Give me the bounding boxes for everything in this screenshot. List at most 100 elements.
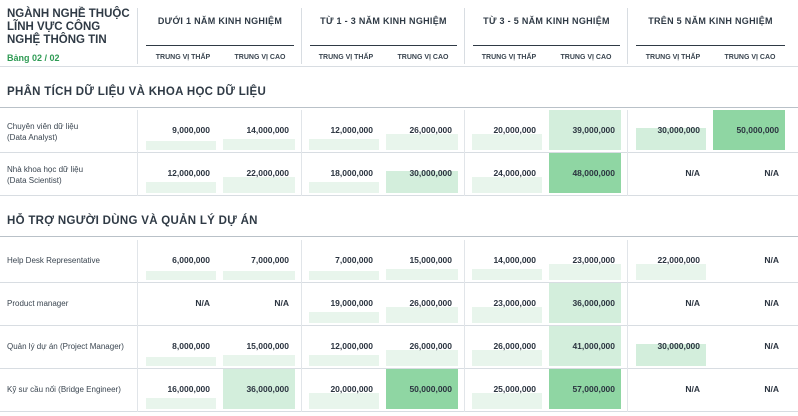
section-divider [0, 236, 798, 237]
salary-cell: 16,000,000 [146, 369, 220, 409]
cell-value: 26,000,000 [493, 341, 536, 351]
subheader-high: TRUNG VỊ CAO [234, 54, 286, 61]
cell-value: 7,000,000 [251, 255, 289, 265]
salary-cell: 48,000,000 [549, 153, 625, 193]
cell-shade [386, 269, 458, 280]
header-divider [0, 66, 798, 67]
salary-cell: 15,000,000 [223, 326, 299, 366]
cell-value: 6,000,000 [172, 255, 210, 265]
cell-value: 23,000,000 [572, 255, 615, 265]
cell-shade [549, 326, 621, 366]
salary-cell: 12,000,000 [309, 326, 383, 366]
cell-shade [309, 393, 379, 409]
cell-shade [636, 128, 706, 150]
salary-cell: 20,000,000 [309, 369, 383, 409]
cell-value: 30,000,000 [657, 125, 700, 135]
salary-cell: N/A [636, 283, 710, 323]
cell-value: 26,000,000 [409, 298, 452, 308]
section-divider [0, 107, 798, 108]
cell-shade [549, 283, 621, 323]
cell-value: 7,000,000 [335, 255, 373, 265]
row-label: Help Desk Representative [7, 255, 100, 266]
cell-value: 30,000,000 [657, 341, 700, 351]
table-title: NGÀNH NGHỀ THUỘC LĨNH VỰC CÔNG NGHỆ THÔN… [7, 8, 130, 46]
header-underline [473, 45, 620, 46]
subheader-high: TRUNG VỊ CAO [397, 54, 449, 61]
group-divider [301, 240, 302, 412]
salary-cell: 23,000,000 [549, 240, 625, 280]
group-divider [301, 110, 302, 196]
salary-cell: 57,000,000 [549, 369, 625, 409]
group-divider [137, 240, 138, 412]
row-label-line: Help Desk Representative [7, 256, 100, 265]
cell-value: 22,000,000 [246, 168, 289, 178]
row-divider [0, 152, 798, 153]
cell-shade [223, 369, 295, 409]
cell-shade [309, 139, 379, 150]
cell-shade [309, 355, 379, 366]
cell-value: 9,000,000 [172, 125, 210, 135]
cell-value: 26,000,000 [409, 125, 452, 135]
cell-value: N/A [685, 168, 700, 178]
salary-cell: N/A [713, 369, 789, 409]
row-label: Product manager [7, 298, 68, 309]
cell-value: N/A [764, 298, 779, 308]
group-divider [464, 110, 465, 196]
cell-value: 15,000,000 [409, 255, 452, 265]
group-divider [627, 240, 628, 412]
header-underline [146, 45, 294, 46]
salary-cell: 25,000,000 [472, 369, 546, 409]
row-divider [0, 368, 798, 369]
salary-cell: 14,000,000 [472, 240, 546, 280]
salary-cell: N/A [636, 369, 710, 409]
group-divider [137, 110, 138, 196]
cell-value: 8,000,000 [172, 341, 210, 351]
salary-cell: 26,000,000 [472, 326, 546, 366]
salary-cell: N/A [146, 283, 220, 323]
section-title: HỖ TRỢ NGƯỜI DÙNG VÀ QUẢN LÝ DỰ ÁN [7, 215, 258, 227]
row-label-line: (Data Analyst) [7, 133, 58, 142]
cell-shade [549, 264, 621, 280]
subheader-low: TRUNG VỊ THẤP [155, 54, 211, 61]
cell-value: 12,000,000 [330, 341, 373, 351]
cell-shade [636, 264, 706, 280]
cell-shade [472, 134, 542, 150]
row-divider [0, 411, 798, 412]
cell-value: 48,000,000 [572, 168, 615, 178]
cell-shade [636, 344, 706, 366]
row-label: Chuyên viên dữ liệu (Data Analyst) [7, 121, 78, 143]
cell-shade [223, 177, 295, 193]
cell-value: 19,000,000 [330, 298, 373, 308]
cell-value: 20,000,000 [330, 384, 373, 394]
row-label-line: Product manager [7, 299, 69, 308]
row-label-line: Chuyên viên dữ liệu [7, 122, 79, 131]
cell-value: 20,000,000 [493, 125, 536, 135]
cell-value: 12,000,000 [167, 168, 210, 178]
cell-value: N/A [685, 384, 700, 394]
salary-cell: 39,000,000 [549, 110, 625, 150]
salary-cell: 30,000,000 [386, 153, 462, 193]
salary-cell: 15,000,000 [386, 240, 462, 280]
cell-value: N/A [764, 168, 779, 178]
cell-value: 57,000,000 [572, 384, 615, 394]
row-label-line: Kỹ sư cầu nối (Bridge Engineer) [7, 385, 121, 394]
cell-value: N/A [764, 341, 779, 351]
cell-shade [472, 269, 542, 280]
cell-shade [309, 182, 379, 193]
cell-value: N/A [685, 298, 700, 308]
cell-value: 22,000,000 [657, 255, 700, 265]
salary-cell: N/A [713, 240, 789, 280]
cell-value: 14,000,000 [493, 255, 536, 265]
cell-value: 50,000,000 [409, 384, 452, 394]
cell-shade [386, 171, 458, 193]
cell-shade [472, 307, 542, 323]
salary-cell: 7,000,000 [223, 240, 299, 280]
salary-cell: 20,000,000 [472, 110, 546, 150]
salary-cell: 12,000,000 [309, 110, 383, 150]
salary-cell: 7,000,000 [309, 240, 383, 280]
salary-cell: N/A [223, 283, 299, 323]
cell-shade [386, 369, 458, 409]
cell-shade [223, 355, 295, 366]
salary-cell: 41,000,000 [549, 326, 625, 366]
cell-value: 26,000,000 [409, 341, 452, 351]
